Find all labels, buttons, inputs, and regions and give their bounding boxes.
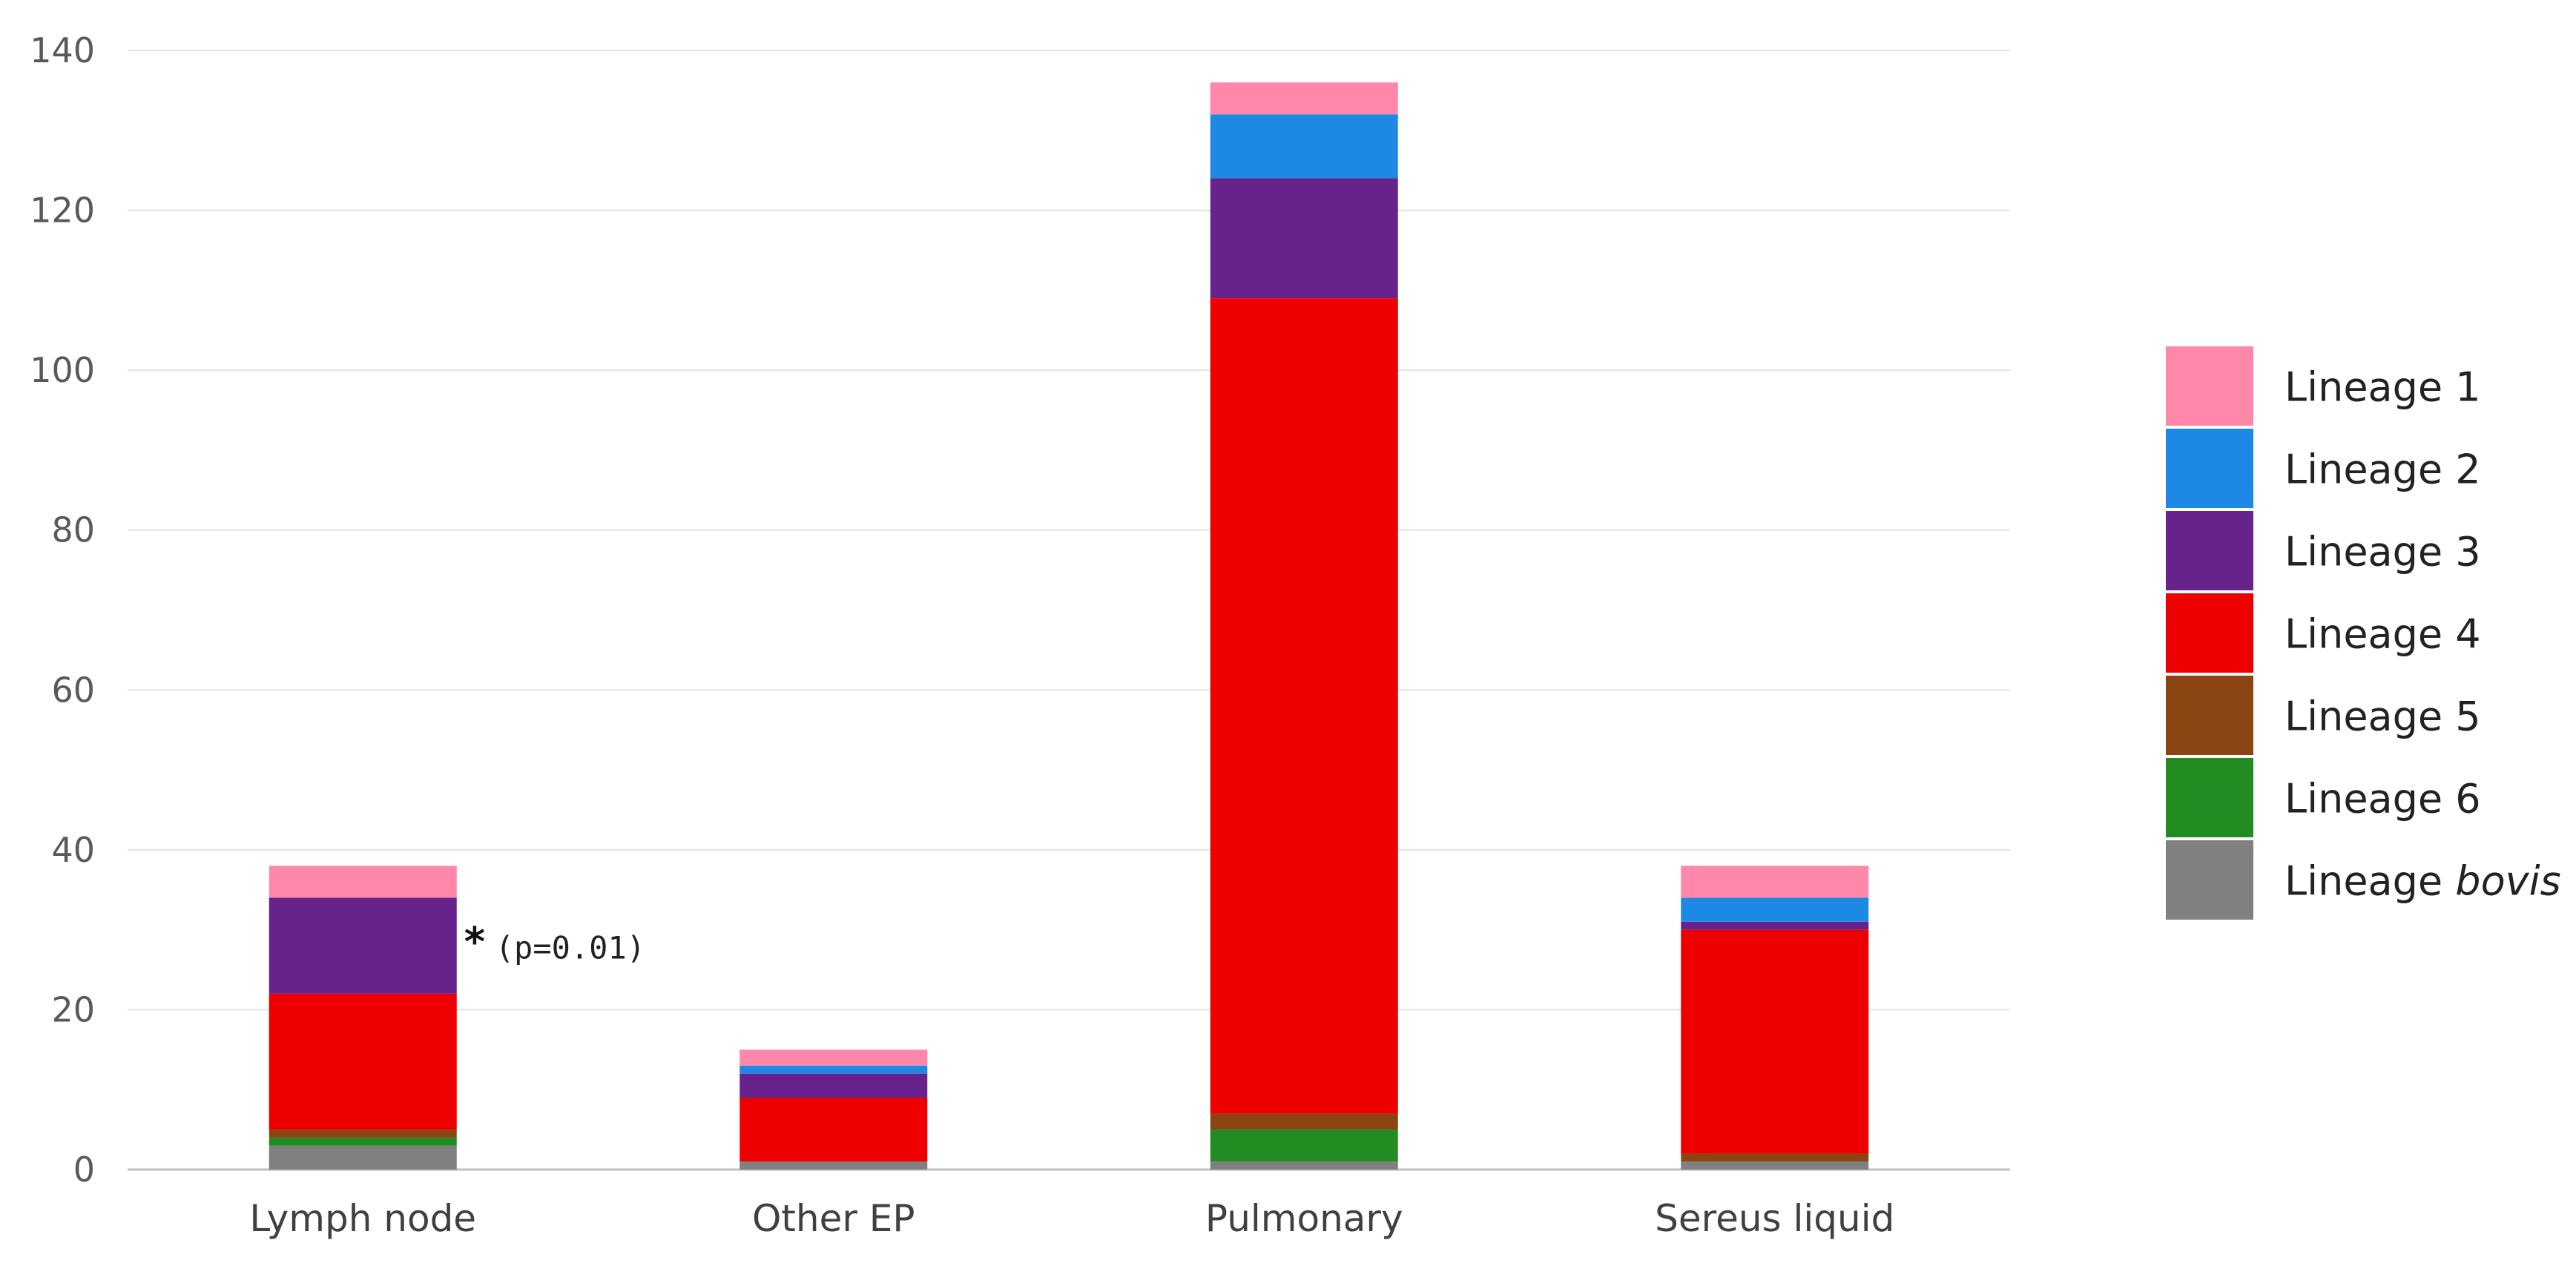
p-value-annotation: (p=0.01): [495, 930, 645, 966]
legend-label: Lineage 5: [2285, 693, 2481, 740]
bar-segment-lineage-4: [1210, 298, 1398, 1114]
bar-segment-lineage-4: [269, 993, 457, 1130]
legend-item-lineage-bovis: Lineage bovis: [2166, 840, 2561, 920]
y-tick-label: 100: [30, 350, 95, 390]
legend-swatch: [2166, 511, 2253, 590]
bar-segment-lineage-2: [1210, 114, 1398, 179]
legend-label: Lineage 4: [2285, 611, 2481, 658]
bar-segment-lineage-3: [1681, 921, 1869, 930]
legend-item-lineage-5: Lineage 5: [2166, 676, 2481, 755]
legend-label: Lineage 3: [2285, 529, 2481, 576]
bar-stack-other-ep: [739, 1049, 928, 1170]
bar-stack-pulmonary: [1210, 82, 1398, 1170]
legend-item-lineage-2: Lineage 2: [2166, 429, 2481, 508]
legend-swatch: [2166, 758, 2253, 837]
bar-segment-lineage-3: [269, 897, 457, 994]
bar-segment-lineage-6: [269, 1137, 457, 1146]
bar-segment-lineage-bovis: [739, 1161, 928, 1170]
legend-item-lineage-1: Lineage 1: [2166, 346, 2481, 426]
x-tick-label: Pulmonary: [1205, 1197, 1403, 1240]
legend-swatch: [2166, 429, 2253, 508]
legend-label: Lineage 6: [2285, 776, 2481, 822]
legend-swatch: [2166, 676, 2253, 755]
y-axis: 0 20 40 60 80 100 120 140: [30, 30, 95, 1190]
bar-segment-lineage-bovis: [269, 1145, 457, 1170]
bar-stack-sereus-liquid: [1681, 866, 1869, 1170]
bar-segment-lineage-1: [739, 1049, 928, 1066]
bar-segment-lineage-6: [1210, 1130, 1398, 1162]
bar-segment-lineage-3: [1210, 178, 1398, 299]
bar-segment-lineage-5: [1210, 1113, 1398, 1130]
bar-segment-lineage-bovis: [1681, 1161, 1869, 1170]
x-tick-label: Other EP: [752, 1197, 915, 1240]
legend-swatch: [2166, 840, 2253, 920]
x-axis-category-labels: Lymph node Other EP Pulmonary Sereus liquid: [249, 1197, 1894, 1240]
bar-segment-lineage-3: [739, 1073, 928, 1098]
legend-swatch: [2166, 346, 2253, 426]
legend-label: Lineage 1: [2285, 364, 2481, 411]
y-tick-label: 0: [73, 1150, 95, 1190]
x-tick-label: Lymph node: [249, 1197, 476, 1240]
legend-label: Lineage 2: [2285, 446, 2481, 493]
bar-segment-lineage-1: [269, 866, 457, 898]
y-tick-label: 120: [30, 191, 95, 231]
bar-segment-lineage-1: [1210, 82, 1398, 115]
legend-item-lineage-3: Lineage 3: [2166, 511, 2481, 590]
y-tick-label: 80: [51, 510, 95, 550]
legend: Lineage 1 Lineage 2 Lineage 3 Lineage 4 Line…: [2166, 346, 2561, 920]
bar-segment-lineage-5: [269, 1130, 457, 1138]
y-tick-label: 20: [51, 989, 95, 1029]
bar-segment-lineage-2: [739, 1065, 928, 1074]
bar-segment-lineage-4: [1681, 929, 1869, 1154]
bar-segment-lineage-bovis: [1210, 1161, 1398, 1170]
legend-item-lineage-6: Lineage 6: [2166, 758, 2481, 837]
legend-swatch: [2166, 593, 2253, 673]
bar-segment-lineage-1: [1681, 866, 1869, 898]
bar-segment-lineage-4: [739, 1097, 928, 1162]
y-tick-label: 40: [51, 830, 95, 870]
annotations: * (p=0.01): [464, 919, 645, 966]
significance-marker: *: [464, 919, 485, 966]
bar-stack-lymph-node: [269, 866, 457, 1170]
bar-segment-lineage-5: [1681, 1153, 1869, 1162]
y-tick-label: 60: [51, 670, 95, 710]
legend-item-lineage-4: Lineage 4: [2166, 593, 2481, 673]
bar-segment-lineage-2: [1681, 897, 1869, 922]
bars: [269, 82, 1869, 1170]
legend-label: Lineage bovis: [2285, 858, 2561, 905]
y-tick-label: 140: [30, 30, 95, 70]
x-tick-label: Sereus liquid: [1655, 1197, 1894, 1240]
